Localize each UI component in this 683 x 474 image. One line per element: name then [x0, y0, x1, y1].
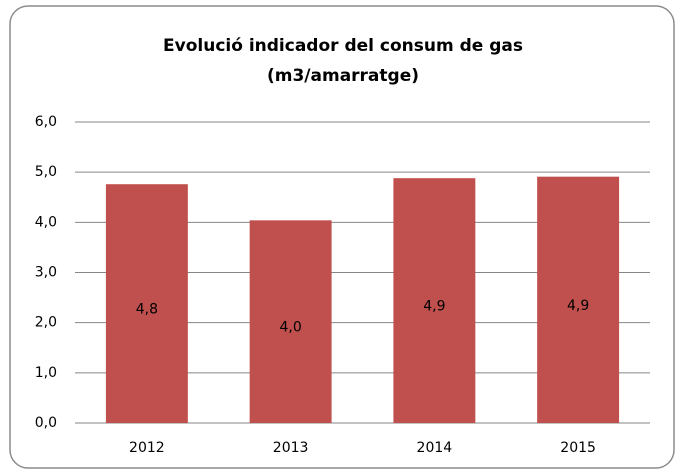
data-label: 4,8 — [136, 302, 158, 318]
y-tick-label: 4,0 — [35, 214, 57, 230]
x-tick-label: 2012 — [129, 440, 165, 456]
bar — [249, 220, 332, 423]
chart-title: Evolució indicador del consum de gas — [163, 36, 523, 56]
bar — [393, 178, 476, 423]
y-tick-label: 1,0 — [35, 365, 57, 381]
data-label: 4,9 — [423, 299, 445, 315]
data-label: 4,9 — [567, 298, 589, 314]
y-tick-label: 6,0 — [35, 114, 57, 130]
x-tick-label: 2015 — [560, 440, 596, 456]
y-tick-label: 3,0 — [35, 265, 57, 281]
x-tick-label: 2013 — [273, 440, 309, 456]
bar — [105, 184, 188, 423]
y-tick-label: 5,0 — [35, 164, 57, 180]
chart-subtitle: (m3/amarratge) — [267, 66, 419, 86]
y-tick-label: 0,0 — [35, 415, 57, 431]
y-tick-label: 2,0 — [35, 315, 57, 331]
data-label: 4,0 — [279, 320, 301, 336]
bar — [537, 176, 620, 423]
x-tick-label: 2014 — [417, 440, 453, 456]
